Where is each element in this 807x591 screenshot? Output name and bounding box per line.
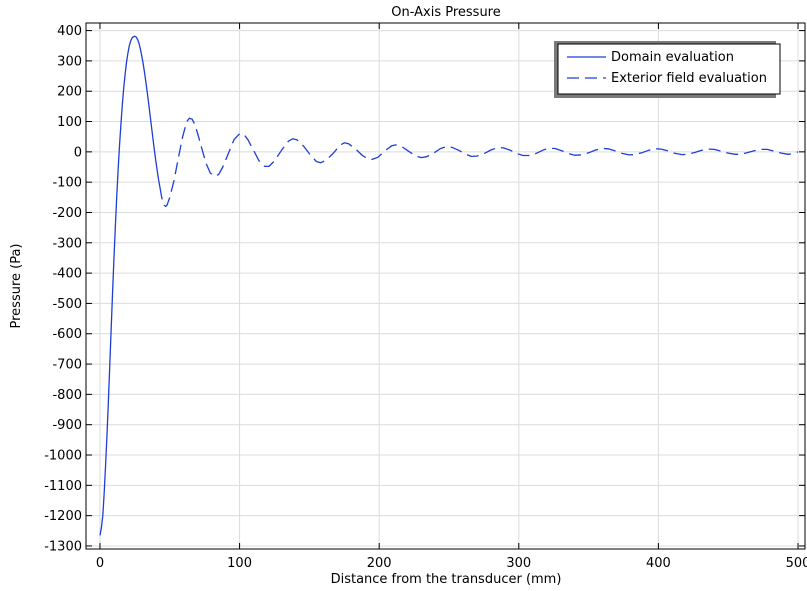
y-axis-label: Pressure (Pa) (9, 243, 24, 328)
y-tick-label: -1200 (44, 509, 82, 524)
y-tick-label: -1100 (44, 479, 82, 494)
y-tick-label: -100 (52, 176, 82, 191)
y-tick-label: 100 (57, 115, 82, 130)
x-tick-label: 200 (367, 556, 392, 571)
y-tick-label: -500 (52, 297, 82, 312)
series-line-domain-evaluation (99, 35, 161, 536)
x-tick-label: 100 (227, 556, 252, 571)
plot-frame (85, 22, 806, 550)
y-tick-label: 400 (57, 24, 82, 39)
x-tick-label: 400 (646, 556, 671, 571)
x-tick-label: 500 (786, 556, 807, 571)
y-tick-label: -200 (52, 206, 82, 221)
y-tick-label: -700 (52, 358, 82, 373)
y-tick-label: -300 (52, 236, 82, 251)
x-tick-label: 300 (506, 556, 531, 571)
chart-title: On-Axis Pressure (391, 5, 501, 20)
legend-box (557, 43, 781, 95)
x-tick-label: 0 (96, 556, 104, 571)
x-axis-label: Distance from the transducer (mm) (331, 572, 562, 587)
axis-ticks: 0 100 200 300 400 500 400 300 200 100 0 -100 -200 -30… (44, 23, 807, 571)
legend-label-exterior: Exterior field evaluation (611, 71, 767, 86)
y-tick-label: -1000 (44, 449, 82, 464)
y-tick-label: -800 (52, 388, 82, 403)
y-tick-label: -1300 (44, 539, 82, 554)
y-tick-label: 0 (74, 145, 82, 160)
y-tick-label: 300 (57, 54, 82, 69)
series-line-exterior-field-evaluation (159, 117, 799, 208)
y-tick-label: -600 (52, 327, 82, 342)
data-series (99, 35, 799, 536)
grid-lines (86, 23, 805, 549)
y-tick-label: -400 (52, 267, 82, 282)
legend-label-domain: Domain evaluation (611, 50, 734, 65)
legend: Domain evaluation Exterior field evaluat… (554, 41, 781, 98)
y-tick-label: 200 (57, 85, 82, 100)
y-tick-label: -900 (52, 418, 82, 433)
